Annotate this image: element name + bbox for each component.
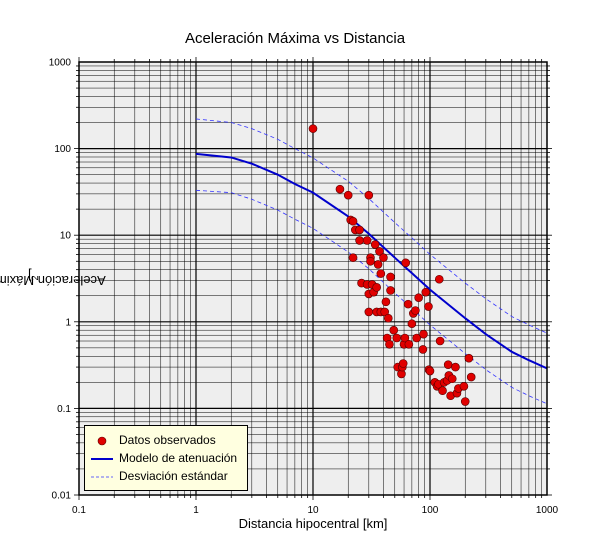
x-tick-label: 10 (307, 505, 319, 516)
y-axis-label: Aceleración Máxima [cm/s2] (0, 268, 106, 288)
legend-item-observed: Datos observados (85, 432, 249, 450)
y-axis-label-main: Aceleración Máxima [cm/s (0, 273, 106, 289)
data-point (335, 184, 345, 194)
legend-label-observed: Datos observados (119, 433, 216, 447)
y-axis-label-close: ] (28, 267, 32, 283)
data-point (438, 386, 447, 396)
data-point (398, 359, 408, 368)
data-point (385, 339, 394, 349)
data-point (424, 302, 433, 311)
x-tick-label: 1 (193, 505, 199, 516)
data-point (451, 362, 460, 372)
points-layer (308, 124, 476, 406)
data-point (407, 319, 417, 329)
data-point (373, 260, 383, 269)
data-point (392, 333, 402, 343)
data-point (376, 269, 386, 278)
data-point (383, 313, 393, 323)
data-point (435, 336, 445, 346)
y-tick-label: 100 (54, 144, 71, 155)
data-point (355, 225, 364, 235)
series-line-deviation (195, 189, 548, 405)
data-point (389, 325, 399, 335)
legend-label-deviation: Desviación estándar (119, 469, 228, 483)
legend-label-model: Modelo de atenuación (119, 451, 238, 465)
data-point (443, 360, 453, 369)
data-point (370, 240, 380, 249)
data-point (434, 274, 444, 284)
legend-dashed-line-icon (91, 476, 113, 478)
y-tick-label: 1000 (49, 58, 72, 69)
data-point (425, 366, 435, 376)
data-point (364, 190, 374, 200)
data-point (404, 339, 414, 349)
data-point (460, 397, 470, 406)
data-point (343, 190, 353, 200)
x-tick-label: 100 (422, 505, 439, 516)
data-point (411, 306, 420, 315)
y-tick-label: 10 (60, 231, 72, 242)
data-point (381, 297, 391, 307)
data-point (459, 381, 469, 391)
series-layer (195, 118, 548, 405)
data-point (466, 372, 476, 382)
data-point (421, 287, 431, 297)
legend-item-deviation: Desviación estándar (85, 468, 249, 486)
data-point (372, 283, 381, 292)
x-tick-label: 1000 (536, 505, 559, 516)
y-tick-label: 1 (65, 317, 71, 328)
data-point (447, 374, 457, 384)
series-line-deviation (195, 118, 548, 334)
data-point (355, 236, 364, 245)
legend-item-model: Modelo de atenuación (85, 450, 249, 468)
data-point (379, 253, 388, 262)
data-point (308, 124, 318, 133)
data-point (364, 307, 374, 317)
x-tick-label: 0.1 (72, 505, 86, 516)
y-tick-label: 0.01 (52, 491, 72, 502)
data-point (386, 286, 395, 295)
legend: Datos observados Modelo de atenuación De… (84, 425, 248, 491)
grid (79, 62, 547, 495)
data-point (418, 345, 428, 354)
data-point (403, 299, 413, 309)
data-point (348, 253, 358, 262)
data-point (412, 333, 422, 343)
series-line-model (195, 152, 548, 370)
legend-marker-icon (97, 436, 107, 446)
data-point (419, 329, 428, 339)
y-tick-label: 0.1 (57, 404, 71, 415)
data-point (375, 247, 384, 256)
legend-solid-line-icon (91, 458, 113, 460)
data-point (348, 216, 358, 226)
data-point (401, 258, 411, 268)
chart-title: Aceleración Máxima vs Distancia (184, 30, 406, 47)
data-point (362, 236, 372, 245)
data-point (386, 272, 395, 282)
x-axis-label: Distancia hipocentral [km] (238, 516, 388, 531)
data-point (464, 353, 474, 363)
data-point (414, 293, 423, 302)
data-point (400, 333, 410, 343)
data-point (366, 256, 375, 266)
